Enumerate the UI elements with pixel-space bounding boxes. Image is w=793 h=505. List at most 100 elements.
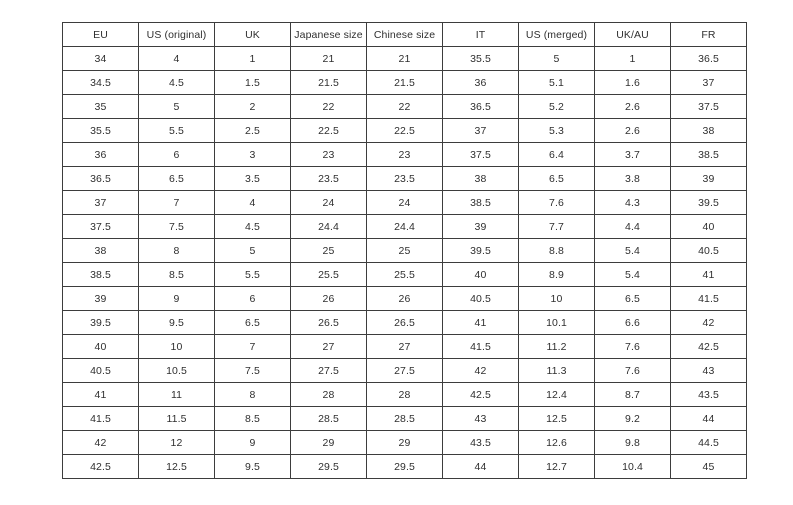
table-cell: 44 (670, 406, 747, 431)
table-cell: 8.7 (594, 382, 671, 407)
table-cell: 9.5 (138, 310, 215, 335)
table-cell: 28.5 (366, 406, 443, 431)
table-cell: 24 (290, 190, 367, 215)
table-cell: 25 (290, 238, 367, 263)
table-cell: 40.5 (670, 238, 747, 263)
table-cell: 40.5 (442, 286, 519, 311)
table-cell: 24 (366, 190, 443, 215)
table-cell: 7.5 (214, 358, 291, 383)
column-header: IT (442, 22, 519, 47)
table-cell: 28 (290, 382, 367, 407)
table-cell: 12.5 (518, 406, 595, 431)
table-row: 42.5 12.5 9.5 29.5 29.5 44 12.7 10.4 45 (62, 454, 747, 479)
table-cell: 6.5 (594, 286, 671, 311)
table-cell: 42.5 (670, 334, 747, 359)
table-cell: 37.5 (62, 214, 139, 239)
column-header: EU (62, 22, 139, 47)
table-cell: 26.5 (366, 310, 443, 335)
column-header: FR (670, 22, 747, 47)
table-cell: 41 (442, 310, 519, 335)
table-cell: 43 (670, 358, 747, 383)
table-cell: 11.3 (518, 358, 595, 383)
table-cell: 1.5 (214, 70, 291, 95)
table-cell: 29 (290, 430, 367, 455)
table-cell: 21 (366, 46, 443, 71)
table-cell: 24.4 (290, 214, 367, 239)
table-cell: 39.5 (62, 310, 139, 335)
table-cell: 22.5 (290, 118, 367, 143)
table-cell: 7.6 (594, 358, 671, 383)
column-header: US (original) (138, 22, 215, 47)
size-conversion-table-container: EU US (original) UK Japanese size Chinese si… (62, 22, 747, 479)
table-cell: 27 (290, 334, 367, 359)
table-cell: 38.5 (670, 142, 747, 167)
table-cell: 42 (442, 358, 519, 383)
table-cell: 44 (442, 454, 519, 479)
table-cell: 6.5 (214, 310, 291, 335)
table-cell: 23.5 (366, 166, 443, 191)
table-cell: 40 (62, 334, 139, 359)
table-cell: 11.2 (518, 334, 595, 359)
table-cell: 43.5 (442, 430, 519, 455)
table-cell: 22 (366, 94, 443, 119)
table-row: 40 10 7 27 27 41.5 11.2 7.6 42.5 (62, 334, 747, 359)
table-cell: 39 (62, 286, 139, 311)
table-cell: 5.5 (138, 118, 215, 143)
table-cell: 9.2 (594, 406, 671, 431)
table-cell: 1.6 (594, 70, 671, 95)
table-cell: 8 (138, 238, 215, 263)
table-cell: 5.2 (518, 94, 595, 119)
table-cell: 41.5 (670, 286, 747, 311)
table-cell: 12.4 (518, 382, 595, 407)
table-cell: 42 (62, 430, 139, 455)
table-cell: 5.4 (594, 262, 671, 287)
table-cell: 25 (366, 238, 443, 263)
table-cell: 39 (670, 166, 747, 191)
table-cell: 8 (214, 382, 291, 407)
table-cell: 43 (442, 406, 519, 431)
table-cell: 36 (442, 70, 519, 95)
table-cell: 6.5 (138, 166, 215, 191)
table-cell: 44.5 (670, 430, 747, 455)
table-cell: 35 (62, 94, 139, 119)
table-cell: 9 (214, 430, 291, 455)
table-cell: 9.8 (594, 430, 671, 455)
table-cell: 9 (138, 286, 215, 311)
table-cell: 41 (62, 382, 139, 407)
table-row: 40.5 10.5 7.5 27.5 27.5 42 11.3 7.6 43 (62, 358, 747, 383)
table-cell: 37.5 (670, 94, 747, 119)
table-cell: 45 (670, 454, 747, 479)
table-cell: 6 (138, 142, 215, 167)
table-cell: 42.5 (62, 454, 139, 479)
table-cell: 23.5 (290, 166, 367, 191)
size-conversion-table: EU US (original) UK Japanese size Chinese si… (62, 22, 747, 479)
table-cell: 37 (442, 118, 519, 143)
table-cell: 3.5 (214, 166, 291, 191)
table-cell: 39.5 (670, 190, 747, 215)
table-cell: 4.4 (594, 214, 671, 239)
table-cell: 3.7 (594, 142, 671, 167)
table-row: 39.5 9.5 6.5 26.5 26.5 41 10.1 6.6 42 (62, 310, 747, 335)
table-cell: 36.5 (670, 46, 747, 71)
table-cell: 2.5 (214, 118, 291, 143)
table-row: 41 11 8 28 28 42.5 12.4 8.7 43.5 (62, 382, 747, 407)
table-cell: 27 (366, 334, 443, 359)
table-cell: 28.5 (290, 406, 367, 431)
table-cell: 5.4 (594, 238, 671, 263)
table-cell: 27.5 (290, 358, 367, 383)
table-cell: 26 (290, 286, 367, 311)
table-row: 37 7 4 24 24 38.5 7.6 4.3 39.5 (62, 190, 747, 215)
table-row: 41.5 11.5 8.5 28.5 28.5 43 12.5 9.2 44 (62, 406, 747, 431)
table-cell: 29 (366, 430, 443, 455)
table-cell: 5.1 (518, 70, 595, 95)
table-row: 35.5 5.5 2.5 22.5 22.5 37 5.3 2.6 38 (62, 118, 747, 143)
table-cell: 2 (214, 94, 291, 119)
table-row: 38 8 5 25 25 39.5 8.8 5.4 40.5 (62, 238, 747, 263)
table-cell: 7.5 (138, 214, 215, 239)
table-cell: 6.5 (518, 166, 595, 191)
table-cell: 21.5 (366, 70, 443, 95)
table-cell: 37.5 (442, 142, 519, 167)
table-cell: 9.5 (214, 454, 291, 479)
table-cell: 38.5 (62, 262, 139, 287)
